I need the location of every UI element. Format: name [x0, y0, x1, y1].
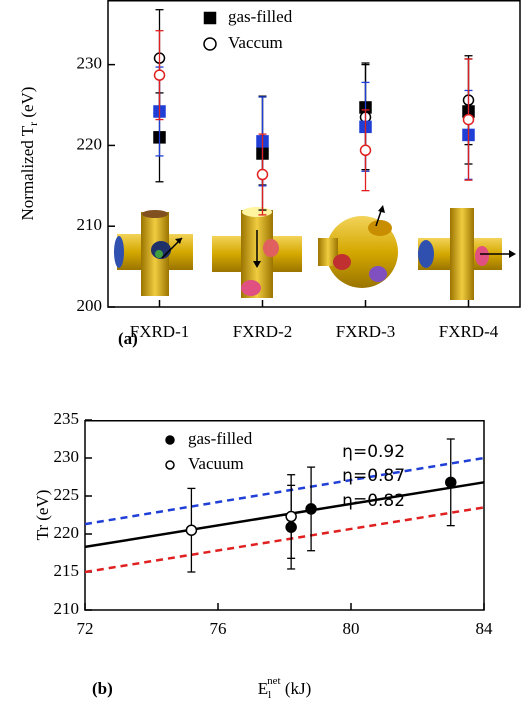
label-sub: l — [268, 689, 271, 701]
line-label: η=0.82 — [342, 491, 405, 511]
legend-label: Vacuum — [188, 454, 244, 473]
marker — [462, 113, 475, 126]
marker — [153, 69, 166, 81]
label-sub: r — [26, 122, 40, 126]
y-axis-label: Tr (eV) — [33, 490, 52, 541]
label-main: Normalized T — [18, 125, 37, 220]
marker — [256, 168, 269, 181]
label-unit: (kJ) — [281, 679, 312, 698]
label-main: E — [258, 679, 268, 698]
hohlraum-images — [114, 205, 516, 300]
legend-label: gas-filled — [228, 7, 293, 26]
y-tick-label: 210 — [77, 215, 103, 234]
line-label: η=0.92 — [342, 442, 405, 462]
x-tick-label: FXRD-2 — [233, 322, 293, 341]
legend-marker — [165, 435, 175, 445]
y-tick-label: 215 — [54, 561, 80, 580]
plot-frame — [107, 0, 521, 308]
x-tick-label: 84 — [476, 619, 494, 638]
x-tick-label: 76 — [210, 619, 227, 638]
legend-label: gas-filled — [188, 429, 253, 448]
y-tick-label: 230 — [77, 54, 103, 73]
y-tick-label: 235 — [54, 409, 80, 428]
legend-marker — [203, 37, 217, 51]
marker — [445, 476, 457, 489]
x-tick-label: FXRD-1 — [130, 322, 190, 341]
y-tick-label: 230 — [54, 447, 80, 466]
marker — [185, 524, 198, 536]
x-axis-label: El net (kJ) — [258, 675, 312, 701]
panel-label: (b) — [92, 679, 113, 698]
y-tick-label: 200 — [77, 296, 103, 315]
y-tick-label: 220 — [77, 134, 103, 153]
fit-line — [84, 506, 485, 574]
marker — [305, 503, 317, 515]
x-tick-label: FXRD-3 — [336, 322, 396, 341]
marker — [285, 510, 297, 523]
legend-marker — [203, 11, 217, 25]
label-unit: (eV) — [18, 87, 37, 122]
label-sup: net — [267, 675, 280, 687]
x-tick-label: FXRD-4 — [439, 322, 499, 341]
legend-label: Vaccum — [228, 33, 283, 52]
plot-frame — [84, 420, 485, 611]
y-axis-label: Normalized Tr (eV) — [18, 87, 40, 221]
x-tick-label: 72 — [77, 619, 94, 638]
y-tick-label: 225 — [54, 485, 80, 504]
fit-line — [84, 456, 485, 526]
marker — [359, 144, 372, 157]
line-label: η=0.87 — [342, 466, 405, 486]
legend-marker — [165, 460, 175, 470]
x-tick-label: 80 — [343, 619, 360, 638]
y-tick-label: 220 — [54, 523, 80, 542]
panel-label: (a) — [118, 329, 138, 348]
fit-line — [84, 481, 485, 549]
y-tick-label: 210 — [54, 599, 80, 618]
